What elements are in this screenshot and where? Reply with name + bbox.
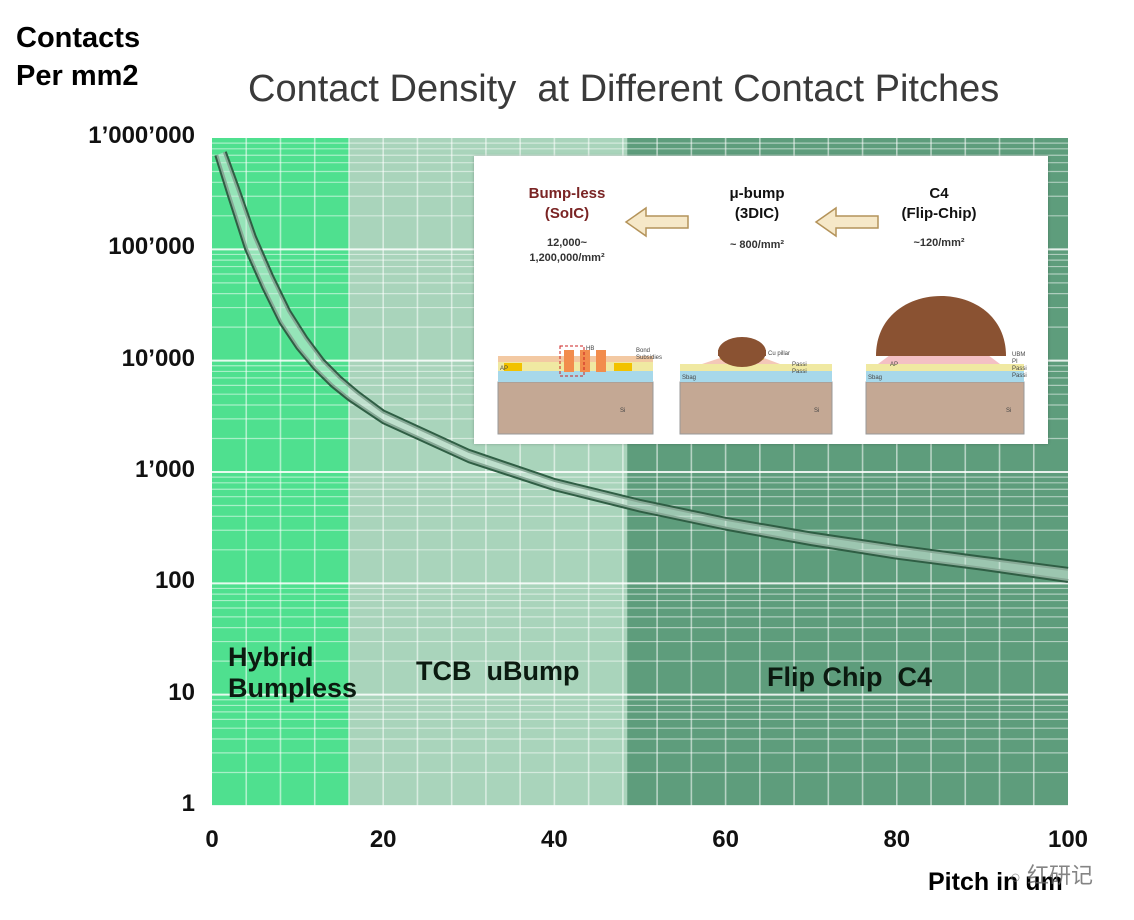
inset-col2-title: μ-bump (3DIC) [692, 184, 822, 223]
region-label-tcb-ubump: TCB uBump [416, 656, 580, 686]
y-tick-label: 10 [168, 678, 195, 706]
inset-col3-title-line1: C4 [929, 185, 949, 202]
region-label-bumpless: Bumpless [228, 673, 358, 704]
x-tick-label: 60 [712, 826, 739, 853]
inset-col1-label-bond: Bond [636, 348, 650, 354]
left-arrow-icon [814, 206, 879, 238]
left-arrow-icon [624, 206, 689, 238]
region-label-flip-chip-c4: Flip Chip C4 [767, 662, 932, 692]
y-tick-label: 1’000 [134, 456, 195, 483]
y-axis-label-line2: Per mm2 [16, 60, 139, 92]
y-tick-label: 100 [154, 567, 195, 595]
inset-col1-label-si: Si [620, 408, 625, 414]
inset-col3-label-sbag: Sbag [868, 375, 882, 381]
inset-col2-label-cu-pillar: Cu pillar [768, 351, 790, 357]
inset-col1-density: 12,000~ 1,200,000/mm² [492, 236, 642, 266]
inset-col2-title-line2: (3DIC) [734, 204, 780, 222]
inset-col3-label-passi-2: Passi [1012, 373, 1027, 379]
inset-col3-label-passi: Passi [1012, 366, 1027, 372]
y-tick-label: 10’000 [121, 344, 195, 372]
inset-col3-title-line2: (Flip-Chip) [901, 204, 977, 222]
inset-col3-label-ap: AP [890, 362, 898, 368]
inset-col1-title-line1: Bump-less [528, 185, 606, 202]
y-tick-label: 1 [181, 790, 195, 817]
x-tick-label: 100 [1047, 826, 1089, 853]
inset-col1-label-ap: AP [500, 366, 508, 372]
chart-title: Contact Density at Different Contact Pit… [248, 68, 1000, 110]
inset-col3-density: ~120/mm² [913, 237, 965, 249]
x-tick-label: 0 [205, 826, 219, 853]
inset-col1-density-line2: 1,200,000/mm² [529, 251, 605, 264]
watermark-text: 红研记 [1027, 863, 1094, 888]
inset-col2-label-si: Si [814, 408, 819, 414]
inset-col2-label-passi: Passi [792, 362, 807, 368]
x-tick-label: 40 [541, 826, 568, 853]
inset-col2-density: ~ 800/mm² [729, 239, 785, 251]
inset-col3-label-si: Si [1006, 408, 1011, 414]
y-axis-label-line1: Contacts [16, 22, 141, 54]
bump-comparison-inset: Bump-less (SoIC) 12,000~ 1,200,000/mm² μ… [474, 156, 1048, 444]
region-label-hybrid-bumpless: Hybrid Bumpless [228, 642, 357, 704]
inset-col2-title-line1: μ-bump [729, 185, 785, 202]
density-curves [214, 151, 1069, 583]
inset-col3-label-pi: PI [1012, 359, 1018, 365]
watermark: ○ 红研记 [1010, 858, 1093, 890]
microbump-cross-section-icon [679, 337, 833, 435]
y-tick-label: 100’000 [108, 233, 195, 261]
y-tick-label: 1’000’000 [88, 122, 195, 149]
x-axis-label: Pitch in um [928, 868, 1063, 896]
x-tick-label: 20 [369, 826, 397, 853]
inset-col1-title: Bump-less (SoIC) [492, 184, 642, 223]
inset-col2-label-sbag: Sbag [682, 375, 696, 381]
region-label-hybrid: Hybrid [228, 642, 314, 672]
inset-col1-density-line1: 12,000~ [546, 237, 588, 249]
bump-cross-sections: HB Bond Subsidies AP Si Cu pillar Passi … [497, 296, 1027, 435]
inset-col1-label-subsidies: Subsidies [636, 355, 662, 361]
inset-col3-title: C4 (Flip-Chip) [864, 184, 1014, 223]
bumpless-cross-section-icon [497, 345, 654, 435]
inset-col1-title-line2: (SoIC) [544, 204, 590, 222]
inset-col1-label-hb: HB [586, 346, 594, 352]
wechat-icon: ○ [1010, 867, 1021, 887]
c4-cross-section-icon [865, 296, 1025, 435]
inset-col3-label-ubm: UBM [1012, 352, 1025, 358]
inset-col2-label-passi-2: Passi [792, 369, 807, 375]
x-tick-label: 80 [883, 826, 911, 853]
